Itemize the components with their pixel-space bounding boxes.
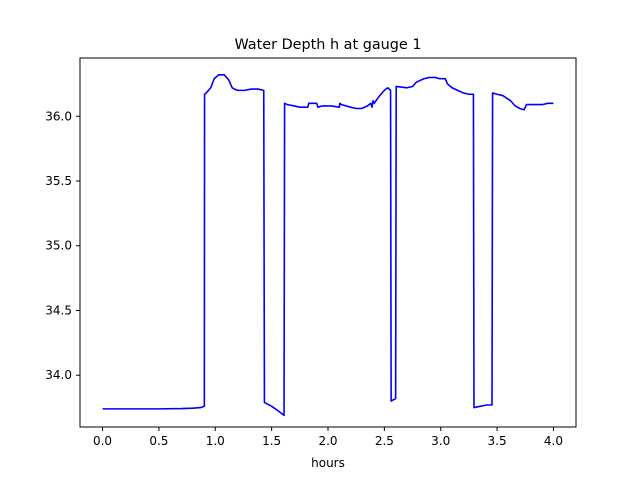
- x-tick-label: 1.0: [206, 434, 225, 448]
- y-tick-label: 34.5: [45, 303, 72, 317]
- x-tick-label: 2.0: [318, 434, 337, 448]
- x-tick-label: 1.5: [262, 434, 281, 448]
- y-tick-label: 36.0: [45, 109, 72, 123]
- series-line-1: [102, 74, 554, 417]
- x-tick-label: 3.5: [488, 434, 507, 448]
- plot-area: [102, 74, 554, 417]
- x-tick-label: 4.0: [544, 434, 563, 448]
- x-tick-label: 0.5: [149, 434, 168, 448]
- x-tick-label: 0.0: [93, 434, 112, 448]
- y-tick-label: 35.0: [45, 239, 72, 253]
- x-axis: 0.0 0.5 1.0 1.5 2.0 2.5 3.0 3.5 4.0: [93, 427, 563, 448]
- x-tick-label: 2.5: [375, 434, 394, 448]
- y-axis: 34.0 34.5 35.0 35.5 36.0: [45, 109, 80, 382]
- x-tick-label: 3.0: [431, 434, 450, 448]
- x-axis-label: hours: [311, 456, 345, 470]
- chart-title: Water Depth h at gauge 1: [234, 37, 421, 53]
- y-tick-label: 34.0: [45, 368, 72, 382]
- y-tick-label: 35.5: [45, 174, 72, 188]
